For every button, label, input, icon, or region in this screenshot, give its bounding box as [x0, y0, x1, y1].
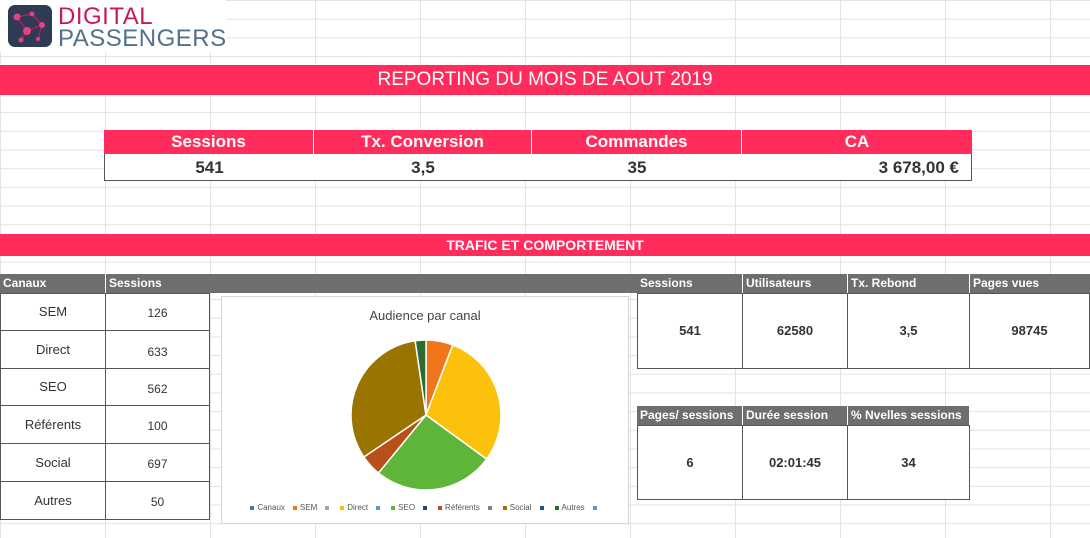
channel-name: SEO [0, 368, 106, 406]
legend-item [539, 503, 547, 512]
channel-sessions: 100 [105, 405, 210, 444]
legend-item [325, 503, 332, 512]
channel-sessions: 126 [105, 293, 210, 331]
stats-value-users: 62580 [742, 293, 848, 369]
legend-item [592, 503, 600, 512]
stats-header-session-duration: Durée session [742, 406, 847, 425]
stats-header-sessions: Sessions [637, 274, 742, 293]
chart-header-bar [210, 274, 637, 293]
kpi-value-conversion: 3,5 [314, 154, 533, 181]
brand-logo: DIGITAL PASSENGERS [0, 0, 226, 52]
legend-item: SEO [391, 503, 415, 512]
legend-swatch [340, 505, 345, 510]
kpi-header-sessions: Sessions [104, 130, 314, 154]
stats-header-new-sessions: % Nvelles sessions [847, 406, 969, 425]
legend-item: Direct [340, 503, 368, 512]
legend-label: SEM [299, 503, 318, 512]
channel-name: Référents [0, 405, 106, 444]
stats-value-bounce: 3,5 [847, 293, 970, 369]
channel-name: Direct [0, 330, 106, 369]
legend-swatch [592, 505, 597, 510]
legend-swatch [438, 505, 443, 510]
legend-item: Social [502, 503, 532, 512]
channel-sessions: 697 [105, 443, 210, 482]
section-title: TRAFIC ET COMPORTEMENT [0, 234, 1090, 256]
stats-header-pages-per-session: Pages/ sessions [637, 406, 742, 425]
kpi-table: Sessions Tx. Conversion Commandes CA 541… [104, 130, 972, 181]
legend-swatch [502, 505, 507, 510]
stats-value-new-sessions: 34 [847, 425, 970, 500]
legend-swatch [391, 505, 396, 510]
kpi-header-revenue: CA [742, 130, 972, 154]
stats-header-pageviews: Pages vues [969, 274, 1090, 293]
channel-sessions: 633 [105, 330, 210, 369]
channel-name: SEM [0, 293, 106, 331]
stats-header-bounce: Tx. Rebond [847, 274, 969, 293]
legend-label: SEO [398, 503, 416, 512]
legend-label: Direct [347, 503, 369, 512]
kpi-value-revenue: 3 678,00 € [742, 154, 972, 181]
legend-swatch [487, 505, 492, 510]
legend-swatch [554, 505, 559, 510]
legend-item [423, 503, 430, 512]
pie-slice-seo[interactable] [377, 413, 488, 491]
channel-name: Autres [0, 481, 106, 520]
legend-label: Canaux [257, 503, 285, 512]
legend-swatch [292, 505, 297, 510]
pie-slice-autres[interactable] [414, 339, 427, 416]
stats-value-pageviews: 98745 [969, 293, 1090, 369]
legend-swatch [250, 505, 255, 510]
kpi-value-orders: 35 [532, 154, 743, 181]
pie-plot-area [350, 339, 502, 491]
kpi-header-conversion: Tx. Conversion [314, 130, 532, 154]
kpi-header-orders: Commandes [532, 130, 742, 154]
chart-legend: Canaux SEM Direct SEO Référents Social Autres [222, 503, 628, 512]
stats-value-session-duration: 02:01:45 [742, 425, 848, 500]
legend-swatch [325, 505, 330, 510]
legend-item: Référents [438, 503, 480, 512]
stats-value-pages-per-session: 6 [637, 425, 743, 500]
stats-value-sessions: 541 [637, 293, 743, 369]
kpi-value-sessions: 541 [104, 154, 315, 181]
legend-item: SEM [292, 503, 318, 512]
legend-item [376, 503, 383, 512]
chart-title: Audience par canal [369, 308, 481, 323]
audience-pie-chart[interactable]: Audience par canal Canaux SEM Direct SEO Réf… [221, 296, 629, 524]
legend-item: Autres [554, 503, 585, 512]
channel-sessions: 562 [105, 368, 210, 406]
legend-swatch [539, 505, 544, 510]
stats-header-users: Utilisateurs [742, 274, 847, 293]
pie-slice-social[interactable] [350, 339, 427, 459]
legend-item [487, 503, 495, 512]
legend-label: Référents [445, 503, 480, 512]
channel-name: Social [0, 443, 106, 482]
legend-swatch [423, 505, 428, 510]
pie-slice-direct[interactable] [425, 343, 502, 461]
legend-item: Canaux [250, 503, 285, 512]
channel-sessions: 50 [105, 481, 210, 520]
legend-swatch [376, 505, 381, 510]
network-logo-icon [8, 5, 52, 47]
report-title: REPORTING DU MOIS DE AOUT 2019 [0, 65, 1090, 95]
legend-label: Autres [561, 503, 585, 512]
channels-header-canaux: Canaux [0, 274, 105, 293]
legend-label: Social [509, 503, 532, 512]
logo-text-line2: PASSENGERS [58, 25, 227, 52]
channels-header-sessions: Sessions [105, 274, 210, 293]
logo-text-line1: DIGITAL [58, 3, 154, 30]
